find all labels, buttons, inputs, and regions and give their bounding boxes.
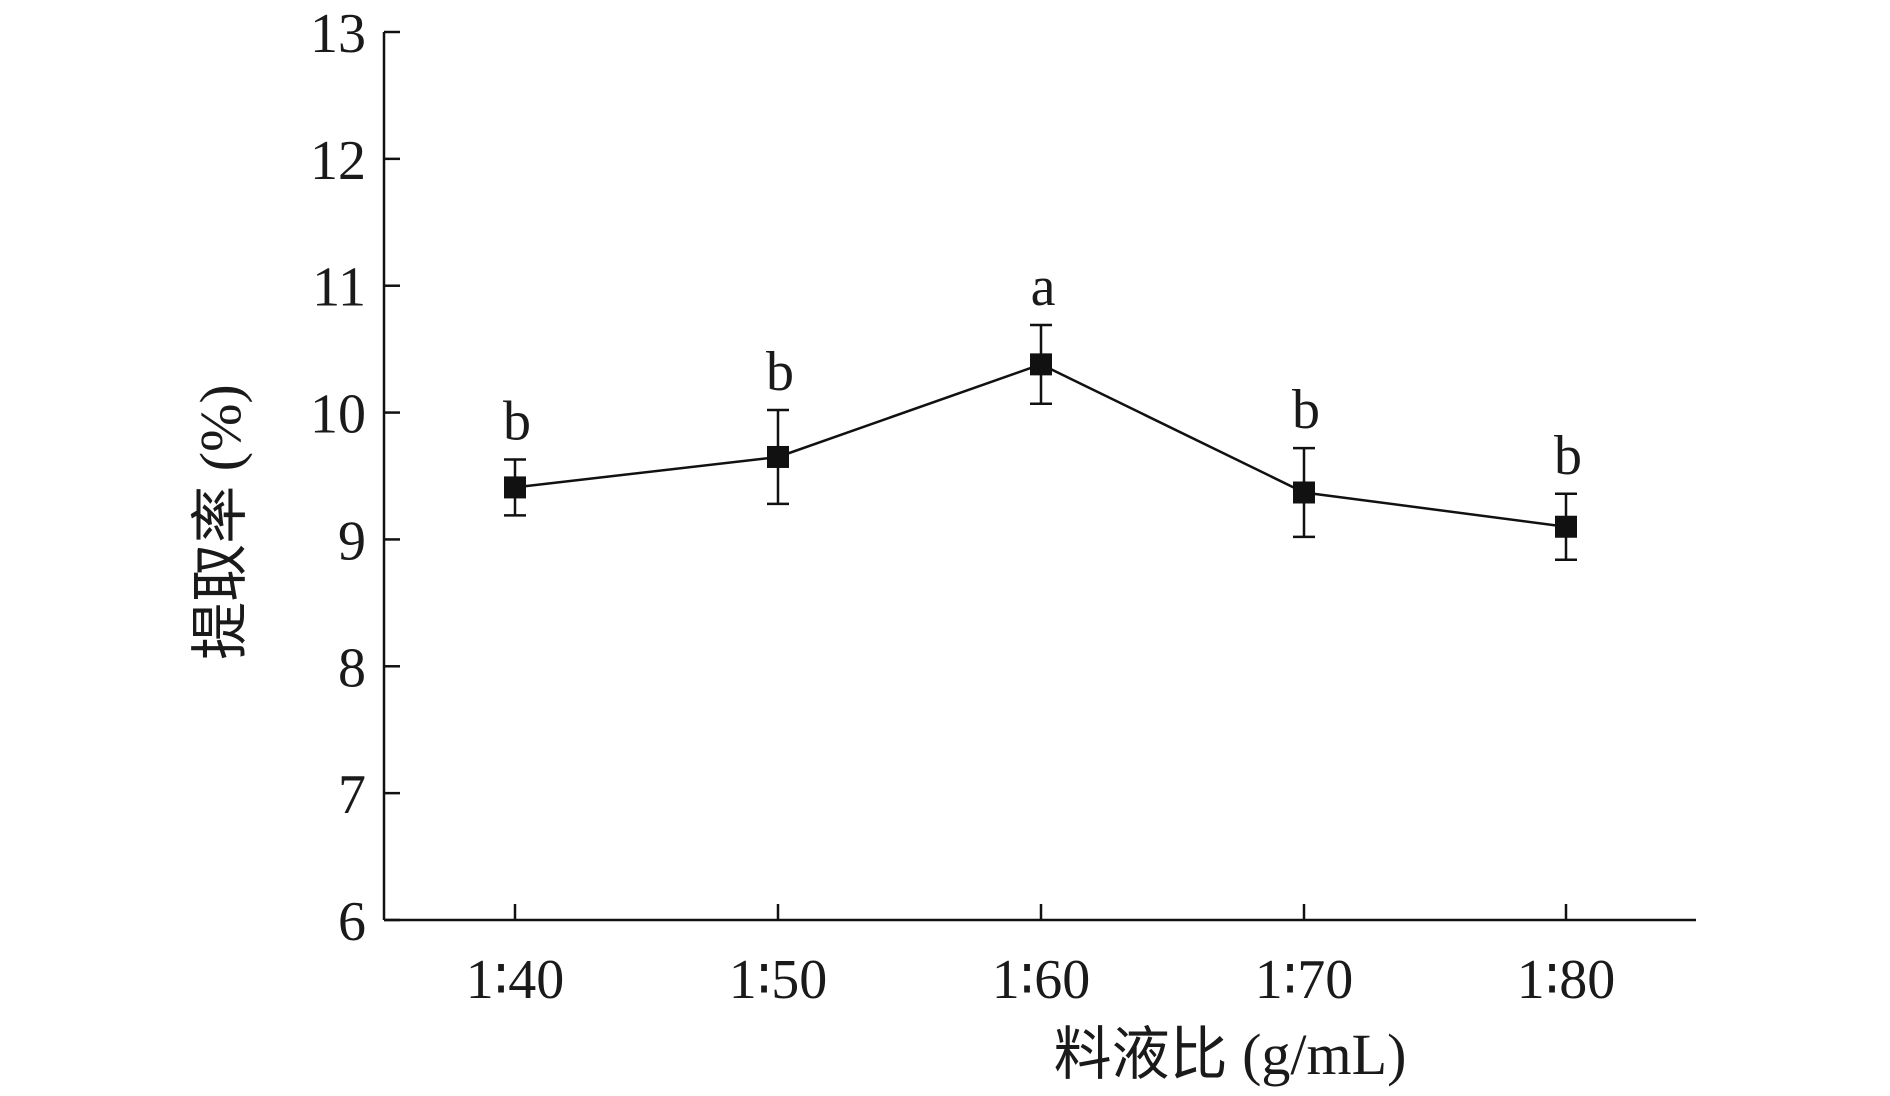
significance-label: b	[503, 391, 531, 453]
significance-label: b	[766, 341, 794, 403]
x-tick-label: 1∶50	[729, 949, 828, 1011]
significance-label: b	[1554, 425, 1582, 487]
y-tick-label: 9	[338, 510, 366, 572]
x-tick-label: 1∶40	[466, 949, 565, 1011]
x-ticks: 1∶40 1∶50 1∶60 1∶70 1∶80	[466, 904, 1616, 1011]
significance-label: b	[1292, 379, 1320, 441]
data-point	[767, 445, 789, 468]
y-axis-title: 提取率 (%)	[188, 384, 253, 659]
x-tick-label: 1∶60	[992, 949, 1091, 1011]
y-tick-label: 12	[310, 130, 366, 192]
y-ticks: 6 7 8 9 10 11 12 13	[310, 3, 400, 953]
y-tick-label: 7	[338, 764, 366, 826]
x-axis-title: 料液比 (g/mL)	[1054, 1022, 1407, 1087]
data-point	[504, 476, 526, 499]
data-point	[1293, 481, 1315, 504]
y-tick-label: 10	[310, 384, 366, 446]
series-group: b b a b b	[503, 256, 1582, 561]
data-point	[1030, 353, 1052, 376]
y-tick-label: 13	[310, 3, 366, 65]
data-point	[1555, 515, 1577, 538]
y-tick-label: 6	[338, 891, 366, 953]
x-tick-label: 1∶70	[1255, 949, 1354, 1011]
y-tick-label: 8	[338, 637, 366, 699]
axes	[382, 32, 1696, 922]
significance-label: a	[1031, 256, 1056, 318]
x-tick-label: 1∶80	[1517, 949, 1616, 1011]
y-tick-label: 11	[312, 257, 366, 319]
